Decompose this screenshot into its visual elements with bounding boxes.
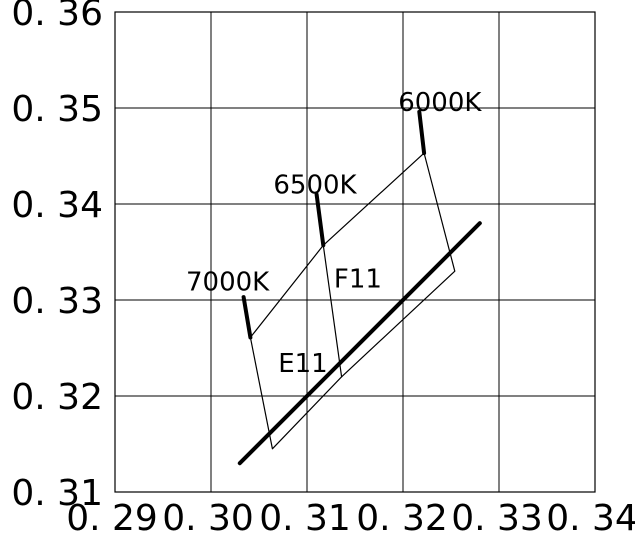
x-tick-label: 0. 29 [66, 498, 158, 539]
series-line-1 [237, 221, 482, 466]
y-tick-label: 0. 32 [11, 377, 103, 418]
annotation-label: 7000K [186, 267, 270, 297]
x-tick-label: 0. 33 [451, 498, 543, 539]
annotation-label: E11 [278, 349, 328, 379]
x-tick-label: 0. 32 [356, 498, 448, 539]
y-tick-label: 0. 34 [11, 185, 103, 226]
series-line-6 [322, 244, 343, 378]
annotations: 6000K 6500K 7000K F11 E11 [186, 88, 482, 379]
annotation-label: 6000K [398, 88, 482, 118]
tick-labels: 0. 29 0. 30 0. 31 0. 32 0. 33 0. 340. 360. 35… [11, 0, 635, 539]
series-line-2 [241, 295, 253, 340]
x-tick-label: 0. 31 [259, 498, 351, 539]
y-tick-label: 0. 36 [11, 0, 103, 34]
plot-frame [114, 11, 596, 493]
annotation-label: 6500K [273, 170, 357, 200]
x-tick-label: 0. 30 [162, 498, 254, 539]
series-line-4 [417, 109, 427, 156]
y-tick-label: 0. 33 [11, 281, 103, 322]
series-group [237, 109, 482, 466]
series-line-3 [314, 192, 326, 248]
annotation-label: F11 [334, 265, 382, 295]
grid [115, 12, 595, 492]
y-tick-label: 0. 31 [11, 473, 103, 514]
x-tick-label: 0. 34 [546, 498, 635, 539]
y-tick-label: 0. 35 [11, 89, 103, 130]
